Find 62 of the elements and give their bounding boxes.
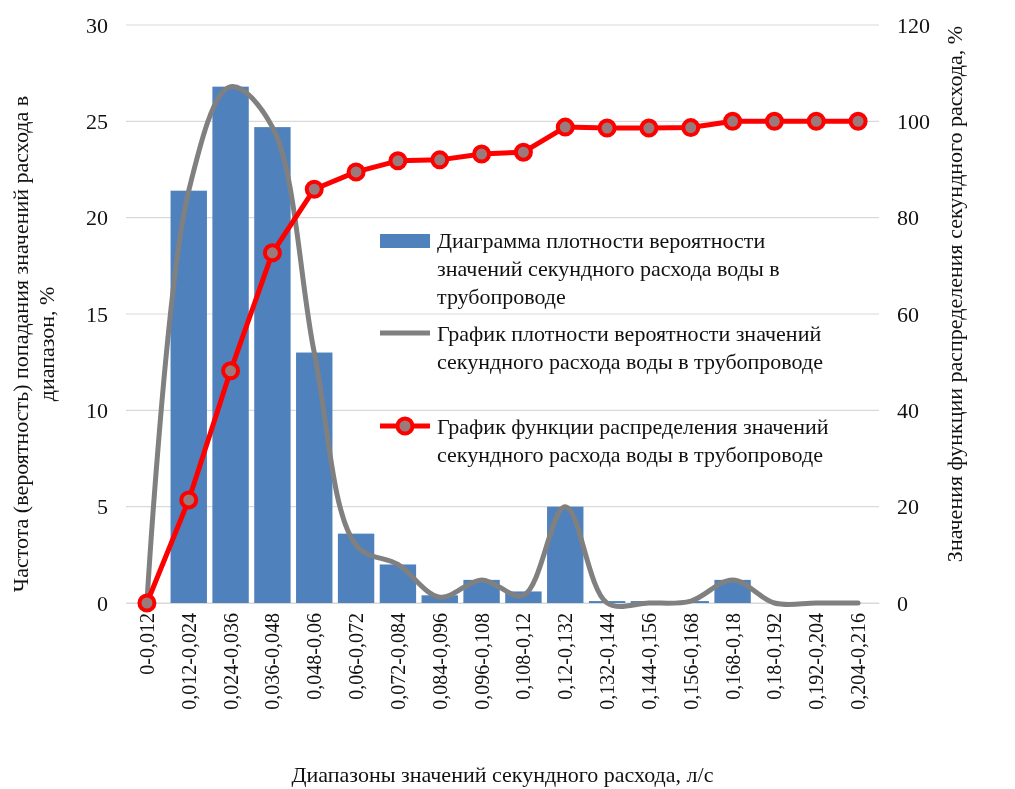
bar (254, 127, 291, 603)
legend-label: График функции распределения значений секундного расхода воды в трубопроводе (437, 414, 829, 467)
x-tick-label: 0,012-0,024 (177, 613, 200, 710)
bar (337, 533, 375, 603)
point (681, 118, 701, 138)
x-tick-label: 0,096-0,108 (470, 613, 493, 710)
y2-tick-label: 80 (897, 205, 919, 231)
x-tick-label: 0,108-0,12 (512, 613, 535, 700)
x-tick-label: 0,156-0,168 (679, 613, 702, 710)
y-tick-label: 5 (97, 494, 108, 520)
x-tick-label: 0,024-0,036 (219, 613, 242, 710)
y-tick-label: 30 (86, 12, 108, 38)
legend-label: Диаграмма плотности вероятности значений секундного расхода воды в трубопроводе (437, 228, 780, 309)
point (848, 111, 868, 131)
point (262, 243, 282, 263)
x-tick-label: 0,144-0,156 (637, 613, 660, 710)
y-tick-label: 25 (86, 108, 108, 134)
x-tick-label: 0,132-0,144 (596, 613, 619, 710)
bar (212, 86, 249, 603)
point (179, 490, 199, 510)
point (513, 142, 533, 162)
point (346, 162, 366, 182)
point (430, 150, 450, 170)
x-tick-label: 0,048-0,06 (303, 613, 326, 700)
y-tick-label: 20 (86, 205, 108, 231)
point (388, 151, 408, 171)
y2-tick-label: 40 (897, 397, 919, 423)
x-tick-label: 0,18-0,192 (763, 613, 786, 700)
y2-tick-label: 120 (897, 12, 930, 38)
x-tick-label: 0,204-0,216 (847, 613, 870, 710)
x-axis-title: Диапазоны значений секундного расхода, л/с (291, 762, 714, 787)
y2-tick-label: 100 (897, 108, 930, 134)
y-tick-label: 15 (86, 301, 108, 327)
x-tick-label: 0,168-0,18 (721, 613, 744, 700)
point (764, 111, 784, 131)
y2-tick-label: 60 (897, 301, 919, 327)
x-tick-label: 0,12-0,132 (554, 613, 577, 700)
x-tick-label: 0,072-0,084 (386, 613, 409, 710)
point (597, 118, 617, 138)
bar (379, 564, 417, 603)
x-tick-label: 0,084-0,096 (428, 613, 451, 710)
point (639, 118, 659, 138)
y-tick-label: 10 (86, 397, 108, 423)
y2-tick-label: 0 (897, 590, 908, 616)
x-tick-label: 0,192-0,204 (805, 613, 828, 710)
legend-label: График плотности вероятности значений секундного расхода воды в трубопроводе (437, 321, 823, 374)
x-tick-label: 0-0,012 (135, 613, 158, 675)
point (806, 111, 826, 131)
point (304, 179, 324, 199)
x-tick-label: 0,06-0,072 (345, 613, 368, 700)
y-tick-label: 0 (97, 590, 108, 616)
point (723, 111, 743, 131)
y2-axis-title: Значения функции распределения секундного расхода, % (942, 25, 967, 563)
y-axis-title: Частота (вероятность) попадания значений расхода в диапазон, % (8, 95, 59, 593)
point (472, 144, 492, 164)
y2-tick-label: 20 (897, 494, 919, 520)
point (137, 593, 157, 613)
bar (296, 352, 333, 603)
bar (170, 190, 207, 603)
x-tick-label: 0,036-0,048 (261, 613, 284, 710)
point (221, 361, 241, 381)
point (555, 117, 575, 137)
